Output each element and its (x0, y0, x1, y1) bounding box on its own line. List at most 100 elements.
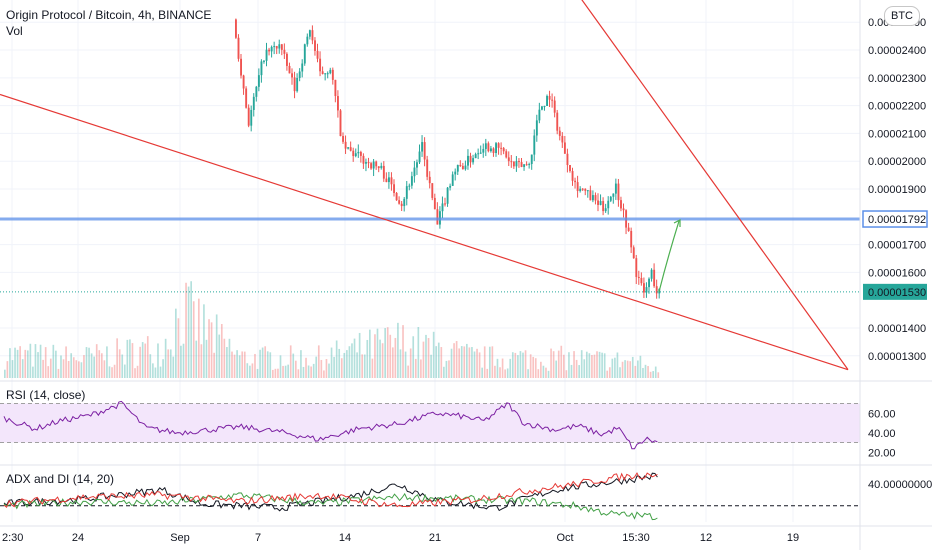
candle-body (337, 96, 339, 111)
volume-bar (292, 353, 295, 378)
volume-bar (621, 361, 624, 378)
volume-bar (363, 354, 366, 378)
volume-bar (83, 355, 85, 378)
symbol-legend[interactable]: Origin Protocol / Bitcoin, 4h, BINANCE (6, 8, 212, 22)
volume-bar (432, 331, 435, 378)
candle-body (413, 167, 416, 177)
candle-body (275, 46, 278, 49)
volume-bar (555, 360, 558, 378)
volume-bar (129, 339, 131, 378)
trendline-upper[interactable] (572, 0, 849, 371)
volume-bar (585, 351, 588, 378)
volume-bar (243, 351, 246, 378)
time-axis[interactable]: 2:30 24 Sep 7 14 21 Oct 15:30 12 19 (2, 532, 799, 544)
candle-body (393, 184, 395, 193)
candle-body (456, 164, 459, 172)
volume-bar (603, 353, 606, 378)
volume-bar (369, 329, 371, 378)
volume-bar (100, 353, 103, 378)
trendlines[interactable] (0, 0, 849, 371)
volume-bar (491, 346, 494, 378)
candle-body (645, 287, 648, 293)
volume-bar (269, 352, 272, 378)
volume-bar (182, 343, 185, 378)
time-tick: 21 (429, 532, 441, 544)
volume-bar (57, 368, 60, 378)
volume-bar (412, 336, 415, 378)
volume-bar (634, 365, 637, 378)
volume-bar (164, 338, 167, 378)
volume-bar (39, 344, 42, 378)
candle-body (326, 73, 329, 75)
volume-bar (626, 360, 629, 378)
volume-bar (200, 344, 203, 378)
candle-body (563, 142, 566, 154)
volume-bar (294, 360, 297, 378)
rsi-legend[interactable]: RSI (14, close) (6, 388, 86, 402)
candle-body (377, 166, 380, 169)
candle-body (385, 178, 388, 183)
candle-body (510, 161, 513, 163)
volume-bar (90, 353, 93, 378)
volume-bar (310, 366, 312, 378)
candle-body (357, 151, 360, 154)
candle-body (569, 165, 571, 172)
candle-body (308, 30, 311, 37)
volume-bar (289, 345, 292, 378)
volume-bar (330, 347, 333, 378)
candle-body (477, 153, 480, 155)
candle-body (331, 69, 334, 80)
volume-bar (483, 346, 486, 378)
candle-body (648, 278, 650, 288)
volume-bar (443, 366, 445, 378)
volume-legend[interactable]: Vol (6, 24, 23, 38)
volume-bar (422, 341, 425, 378)
volume-bar (619, 367, 621, 378)
volume-bar (568, 352, 570, 378)
last-price-badge (863, 283, 927, 300)
candle-body (240, 58, 242, 76)
volume-bar (307, 365, 310, 378)
volume-bar (509, 358, 512, 378)
trendline-lower[interactable] (0, 93, 849, 371)
candle-body (500, 147, 503, 149)
volume-bar (118, 349, 121, 378)
projection-arrow[interactable] (658, 219, 681, 292)
candle-body (612, 193, 615, 197)
volume-bar (108, 366, 111, 378)
rsi-tick: 20.00 (868, 447, 896, 459)
price-axis[interactable]: 0.00002500 0.00002400 0.00002300 0.00002… (862, 17, 928, 363)
candle-body (492, 148, 495, 154)
price-tick: 0.00001400 (868, 323, 926, 335)
candle-body (454, 171, 457, 175)
volume-bar (519, 351, 522, 378)
volume-bar (175, 308, 177, 378)
volume-bar (596, 351, 598, 378)
adx-axis: 40.00000000 (868, 479, 932, 491)
adx-legend[interactable]: ADX and DI (14, 20) (6, 472, 115, 486)
volume-bar (154, 367, 157, 378)
volume-bar (300, 350, 302, 378)
volume-bar (320, 359, 323, 378)
candle-body (370, 163, 373, 169)
volume-bar (98, 350, 101, 378)
volume-bar (302, 366, 305, 378)
candle-body (507, 157, 510, 162)
volume-bar (501, 358, 504, 378)
volume-bar (49, 358, 52, 378)
candle-body (614, 183, 617, 194)
candle-body (474, 154, 477, 159)
volume-bar (159, 366, 162, 378)
currency-badge[interactable]: BTC (884, 6, 920, 26)
candle-body (487, 143, 490, 152)
candle-body (464, 165, 467, 170)
candle-body (398, 200, 401, 204)
volume-bar (557, 350, 560, 378)
volume-bar (11, 360, 14, 378)
volume-bar (397, 322, 399, 378)
grid (0, 0, 860, 522)
volume-bar (72, 357, 75, 378)
candle-body (472, 158, 475, 163)
